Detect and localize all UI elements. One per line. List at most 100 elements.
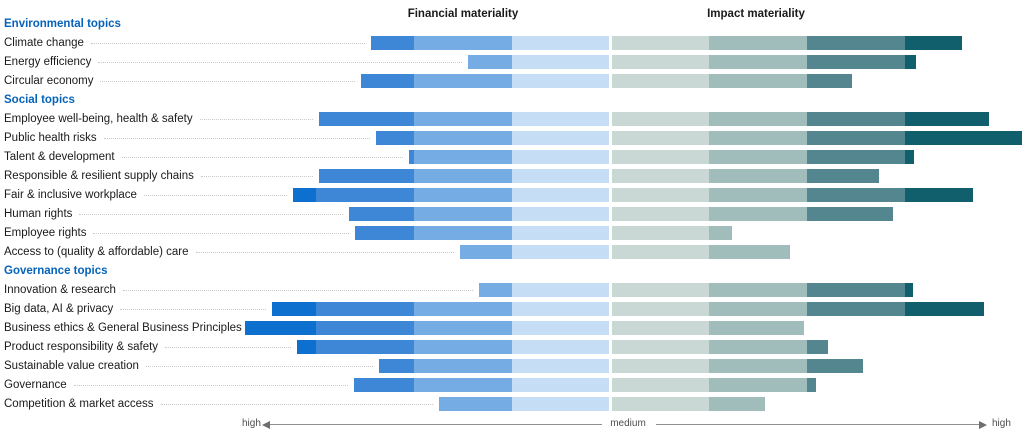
topic-row: Employee well-being, health & safety — [0, 110, 1024, 129]
topic-label: Governance — [4, 379, 67, 391]
group-header: Environmental topics — [4, 18, 121, 30]
topic-row: Responsible & resilient supply chains — [0, 167, 1024, 186]
impact-materiality-header: Impact materiality — [707, 8, 805, 20]
leader-line — [121, 157, 403, 158]
topic-row: Public health risks — [0, 129, 1024, 148]
impact-materiality-bar — [612, 321, 804, 335]
financial-materiality-bar — [409, 150, 609, 164]
axis-line-right — [656, 424, 979, 425]
leader-line — [195, 252, 454, 253]
impact-materiality-bar — [612, 226, 732, 240]
financial-materiality-bar — [272, 302, 609, 316]
impact-materiality-bar — [612, 359, 863, 373]
topic-row: Climate change — [0, 34, 1024, 53]
impact-materiality-bar — [612, 150, 914, 164]
leader-line — [100, 81, 355, 82]
topic-label: Employee rights — [4, 227, 87, 239]
leader-line — [120, 309, 266, 310]
topic-row: Product responsibility & safety — [0, 338, 1024, 357]
leader-line — [73, 385, 348, 386]
financial-materiality-bar — [376, 131, 609, 145]
financial-materiality-bar — [468, 55, 609, 69]
topic-row: Human rights — [0, 205, 1024, 224]
financial-materiality-bar — [439, 397, 609, 411]
topic-label: Innovation & research — [4, 284, 116, 296]
leader-line — [93, 233, 349, 234]
axis-arrow-left-icon — [262, 421, 270, 429]
topic-row: Talent & development — [0, 148, 1024, 167]
leader-line — [103, 138, 370, 139]
topic-row: Access to (quality & affordable) care — [0, 243, 1024, 262]
topic-label: Human rights — [4, 208, 73, 220]
financial-materiality-bar — [349, 207, 609, 221]
impact-materiality-bar — [612, 131, 1022, 145]
financial-materiality-bar — [371, 36, 609, 50]
topic-row: Big data, AI & privacy — [0, 300, 1024, 319]
topic-row: Fair & inclusive workplace — [0, 186, 1024, 205]
axis-label-medium: medium — [610, 418, 646, 429]
leader-line — [143, 195, 287, 196]
financial-materiality-bar — [293, 188, 609, 202]
axis-line-left — [270, 424, 602, 425]
topic-label: Responsible & resilient supply chains — [4, 170, 194, 182]
leader-line — [165, 347, 291, 348]
topic-row: Employee rights — [0, 224, 1024, 243]
impact-materiality-bar — [612, 169, 879, 183]
topic-label: Access to (quality & affordable) care — [4, 246, 189, 258]
leader-line — [122, 290, 473, 291]
impact-materiality-bar — [612, 378, 816, 392]
topic-row: Governance — [0, 376, 1024, 395]
leader-line — [199, 119, 313, 120]
topic-label: Circular economy — [4, 75, 94, 87]
impact-materiality-bar — [612, 340, 828, 354]
financial-materiality-bar — [479, 283, 609, 297]
axis-label-high-right: high — [992, 418, 1011, 429]
financial-materiality-bar — [319, 169, 609, 183]
topic-label: Employee well-being, health & safety — [4, 113, 193, 125]
topic-label: Fair & inclusive workplace — [4, 189, 137, 201]
impact-materiality-bar — [612, 245, 790, 259]
financial-materiality-bar — [355, 226, 609, 240]
axis-arrow-right-icon — [979, 421, 987, 429]
topic-label: Business ethics & General Business Princ… — [4, 322, 242, 334]
financial-materiality-bar — [297, 340, 609, 354]
financial-materiality-bar — [361, 74, 609, 88]
financial-materiality-header: Financial materiality — [407, 8, 519, 20]
topic-row: Innovation & research — [0, 281, 1024, 300]
leader-line — [90, 43, 365, 44]
financial-materiality-bar — [245, 321, 609, 335]
topic-label: Product responsibility & safety — [4, 341, 159, 353]
impact-materiality-bar — [612, 397, 765, 411]
financial-materiality-bar — [379, 359, 609, 373]
topic-row: Sustainable value creation — [0, 357, 1024, 376]
topic-label: Public health risks — [4, 132, 97, 144]
impact-materiality-bar — [612, 283, 913, 297]
topic-label: Sustainable value creation — [4, 360, 139, 372]
impact-materiality-bar — [612, 112, 989, 126]
topic-row: Circular economy — [0, 72, 1024, 91]
topic-label: Competition & market access — [4, 398, 154, 410]
leader-line — [79, 214, 343, 215]
impact-materiality-bar — [612, 302, 984, 316]
topic-row: Competition & market access — [0, 395, 1024, 414]
topic-row: Energy efficiency — [0, 53, 1024, 72]
impact-materiality-bar — [612, 74, 852, 88]
financial-materiality-bar — [319, 112, 609, 126]
impact-materiality-bar — [612, 36, 962, 50]
financial-materiality-bar — [460, 245, 609, 259]
leader-line — [200, 176, 313, 177]
leader-line — [145, 366, 373, 367]
financial-materiality-bar — [354, 378, 609, 392]
group-header: Governance topics — [4, 265, 108, 277]
topic-row: Business ethics & General Business Princ… — [0, 319, 1024, 338]
leader-line — [98, 62, 462, 63]
topic-label: Big data, AI & privacy — [4, 303, 114, 315]
topic-rows: Environmental topics Climate change Energy… — [0, 15, 1024, 414]
group-header: Social topics — [4, 94, 75, 106]
topic-label: Energy efficiency — [4, 56, 92, 68]
leader-line — [160, 404, 433, 405]
axis-label-high-left: high — [242, 418, 261, 429]
impact-materiality-bar — [612, 55, 916, 69]
impact-materiality-bar — [612, 188, 973, 202]
